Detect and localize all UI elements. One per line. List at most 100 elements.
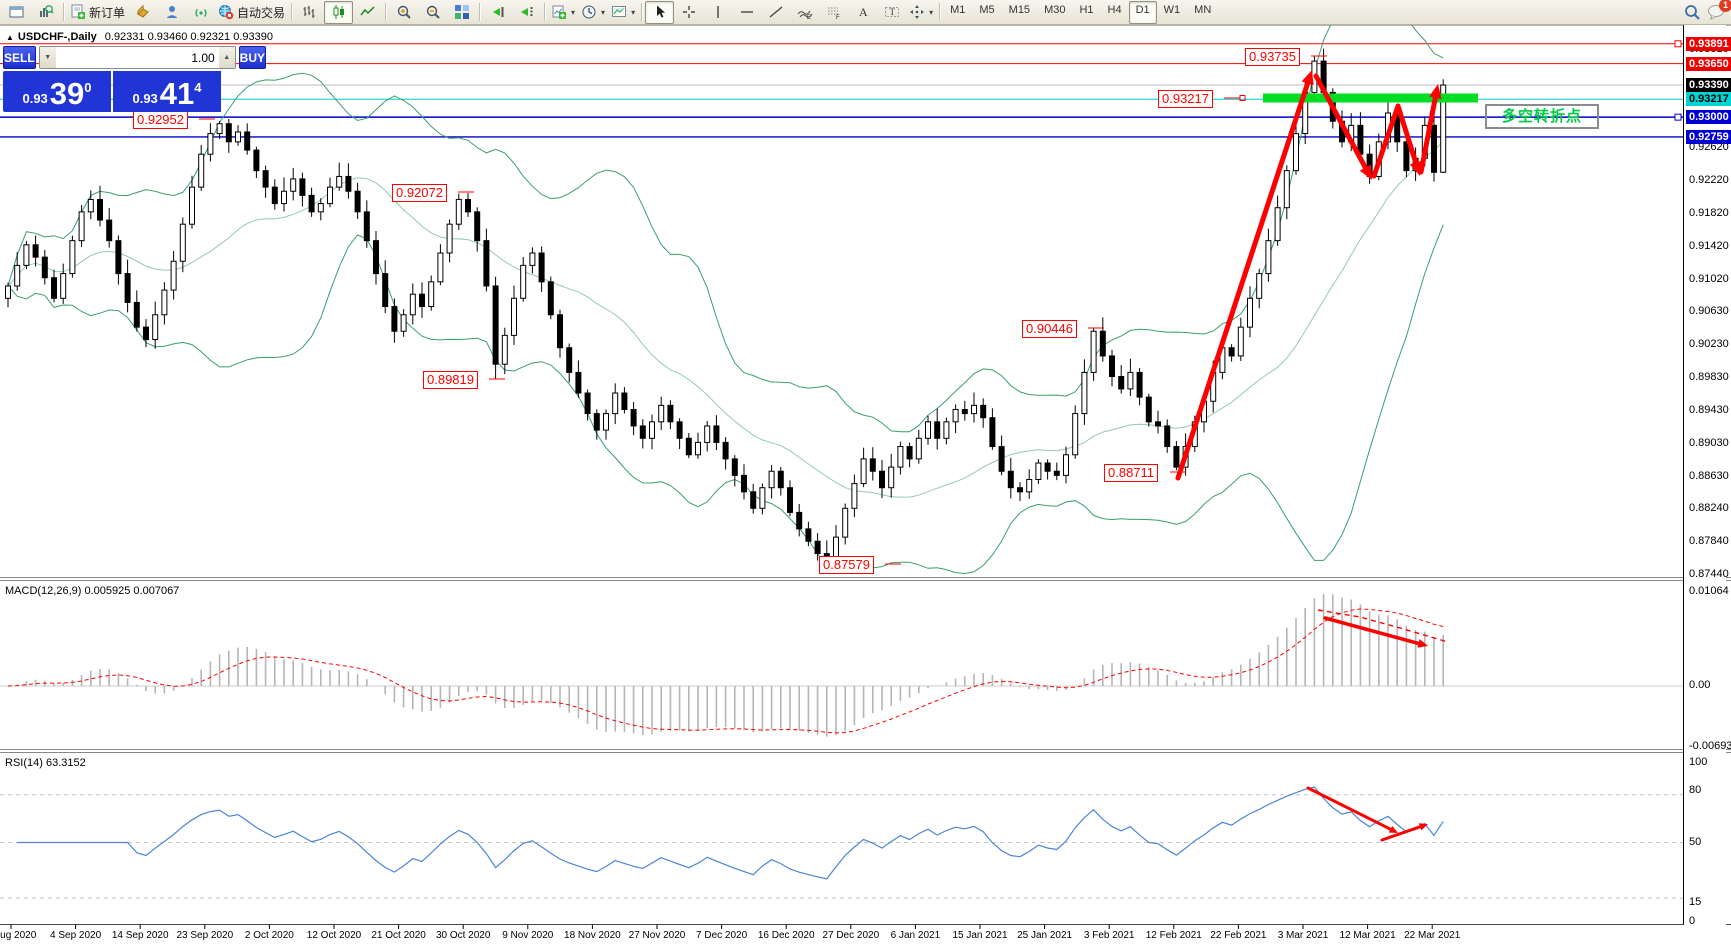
macd-indicator-label: MACD(12,26,9) 0.005925 0.007067 [5, 585, 180, 597]
line-chart-icon [359, 4, 376, 20]
arrows-dropdown-caret[interactable]: ▾ [929, 7, 934, 17]
periods-button[interactable]: ▾ [578, 1, 608, 24]
trend-arrows[interactable] [1175, 70, 1442, 842]
candle-chart-icon [331, 4, 347, 20]
timeframe-d1-button[interactable]: D1 [1128, 0, 1157, 24]
text-icon: A [855, 4, 871, 20]
chart-search-button[interactable] [31, 1, 60, 24]
collapse-marker-icon[interactable]: ▲ [6, 33, 14, 42]
templates-button[interactable]: ▾ [608, 1, 638, 24]
price-axis-tick: 0.87840 [1689, 535, 1729, 548]
sell-button[interactable]: SELL [3, 46, 36, 69]
arrows-button[interactable]: ▾ [906, 1, 936, 24]
volume-increase-button[interactable]: ▲ [218, 47, 235, 68]
buy-price-small: 0.93 [132, 91, 158, 106]
buy-button[interactable]: BUY [238, 46, 267, 69]
price-annotation[interactable]: 0.92072 [392, 184, 447, 202]
fibonacci-button[interactable]: F [819, 1, 848, 24]
text-label-button[interactable]: T [877, 1, 906, 24]
price-annotation[interactable]: 0.88711 [1104, 464, 1159, 482]
rsi-axis-tick: 15 [1689, 896, 1702, 908]
text-label-icon: T [884, 4, 900, 20]
note-label-box[interactable]: 多空转折点 [1485, 104, 1599, 129]
price-axis-tick: 0.87440 [1689, 568, 1729, 580]
timeframe-mn-button[interactable]: MN [1194, 3, 1212, 16]
chart-search-icon [38, 4, 54, 20]
timeframe-m1-button[interactable]: M1 [950, 3, 966, 16]
price-annotation[interactable]: 0.87579 [819, 556, 874, 574]
sell-price-sup: 0 [84, 80, 92, 95]
date-axis-label: 6 Jan 2021 [890, 930, 941, 941]
charts-window-button[interactable] [2, 1, 31, 24]
timeframe-m5-button[interactable]: M5 [979, 3, 995, 16]
text-button[interactable]: A [848, 1, 877, 24]
price-annotation[interactable]: 0.93217 [1158, 90, 1213, 108]
chat-icon[interactable]: 1 [1707, 0, 1731, 20]
price-annotation[interactable]: 0.90446 [1022, 320, 1077, 338]
trendline-button[interactable] [761, 1, 790, 24]
volume-input[interactable] [55, 47, 219, 68]
svg-text:F: F [836, 15, 840, 20]
macd-panel [0, 593, 1683, 737]
chart-title: ▲ USDCHF-,Daily 0.92331 0.93460 0.92321 0.… [6, 31, 273, 43]
candle-chart-button[interactable] [324, 0, 354, 24]
new-chart-button[interactable]: ▾ [548, 1, 578, 24]
zoom-in-button[interactable] [389, 1, 418, 24]
crosshair-button[interactable] [674, 1, 703, 24]
date-axis-label: 15 Jan 2021 [952, 930, 1008, 941]
volume-decrease-button[interactable]: ▼ [39, 47, 56, 68]
history-center-button[interactable] [128, 1, 157, 24]
cursor-button[interactable] [645, 0, 675, 24]
sell-price-small: 0.93 [22, 91, 48, 106]
date-axis-label: 6 Aug 2020 [0, 930, 37, 941]
equidistant-channel-button[interactable]: E [790, 1, 819, 24]
price-axis-rail [1684, 25, 1726, 925]
timeframe-h1-button[interactable]: H1 [1079, 3, 1094, 16]
signals-button[interactable] [186, 1, 215, 24]
price-annotation[interactable]: 0.93735 [1245, 48, 1300, 66]
vertical-line-button[interactable] [703, 1, 732, 24]
new-chart-dropdown-caret[interactable]: ▾ [571, 7, 576, 17]
zoom-out-button[interactable] [418, 1, 447, 24]
sell-price-big: 39 [49, 76, 85, 111]
templates-dropdown-caret[interactable]: ▾ [631, 7, 636, 17]
sell-price-display[interactable]: 0.93 39 0 [3, 71, 111, 112]
buy-price-display[interactable]: 0.93 41 4 [113, 71, 221, 112]
auto-scroll-button[interactable] [483, 1, 512, 24]
cursor-icon [652, 4, 668, 20]
price-badge-0.93390: 0.93390 [1686, 78, 1731, 93]
price-annotation[interactable]: 0.89819 [423, 371, 478, 389]
community-button[interactable] [157, 1, 186, 24]
rsi-axis-tick: 0 [1689, 915, 1696, 927]
auto-trading-button[interactable]: 自动交易 [215, 1, 288, 24]
charts-window-icon [9, 4, 25, 20]
auto-scroll-icon [490, 4, 506, 20]
svg-text:T: T [889, 7, 895, 17]
new-order-button[interactable]: 新订单 [67, 1, 128, 24]
price-axis-tick: 0.88240 [1689, 502, 1729, 515]
bar-chart-icon [302, 4, 318, 20]
price-axis-tick: 0.92220 [1689, 174, 1729, 187]
timeframe-m30-button[interactable]: M30 [1044, 3, 1066, 16]
horizontal-line-button[interactable] [732, 1, 761, 24]
chart-shift-button[interactable] [512, 1, 541, 24]
price-annotation[interactable]: 0.92952 [133, 111, 188, 129]
buy-price-sup: 4 [194, 80, 202, 95]
bar-chart-button[interactable] [295, 1, 324, 24]
date-axis-label: 21 Oct 2020 [371, 930, 426, 941]
community-icon [164, 4, 180, 20]
date-axis-label: 3 Mar 2021 [1277, 930, 1329, 941]
toolbar-separator [63, 3, 64, 21]
green-resistance-bar[interactable] [1263, 93, 1478, 103]
buy-price-big: 41 [159, 76, 195, 111]
timeframe-w1-button[interactable]: W1 [1163, 3, 1181, 16]
toolbar-separator [479, 3, 481, 21]
line-chart-button[interactable] [353, 1, 382, 24]
timeframe-m15-button[interactable]: M15 [1008, 3, 1031, 16]
tile-windows-button[interactable] [447, 1, 476, 24]
periods-dropdown-caret[interactable]: ▾ [601, 7, 606, 17]
timeframe-h4-button[interactable]: H4 [1107, 3, 1122, 16]
date-axis-label: 12 Mar 2021 [1339, 930, 1396, 941]
search-icon[interactable] [1683, 3, 1701, 21]
